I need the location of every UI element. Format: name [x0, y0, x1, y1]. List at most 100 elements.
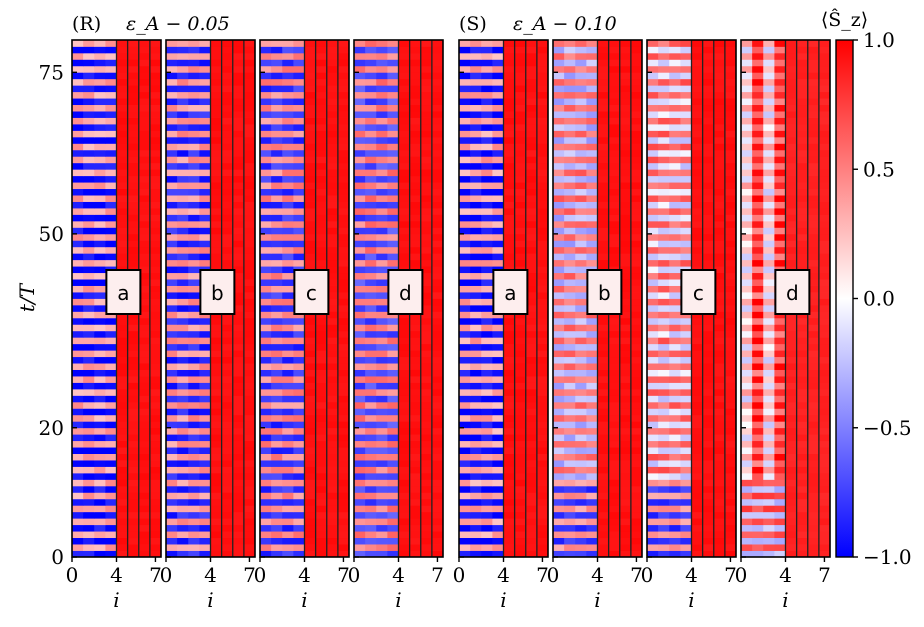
heatmap-cell [431, 214, 444, 222]
heatmap-cell [409, 511, 422, 519]
heatmap-cell [398, 246, 411, 254]
heatmap-cell [337, 253, 350, 261]
heatmap-cell [525, 169, 538, 177]
heatmap-cell [293, 117, 305, 125]
heatmap-cell [94, 472, 106, 480]
heatmap-cell [105, 498, 117, 506]
heatmap-cell [232, 175, 245, 183]
heatmap-cell [243, 240, 256, 248]
heatmap-cell [138, 317, 151, 325]
heatmap-cell [564, 505, 576, 513]
heatmap-cell [785, 395, 798, 403]
heatmap-cell [481, 453, 493, 461]
heatmap-cell [492, 324, 504, 332]
heatmap-cell [575, 492, 587, 500]
heatmap-cell [481, 408, 493, 416]
heatmap-cell [680, 421, 692, 429]
heatmap-cell [94, 98, 106, 106]
heatmap-cell [210, 498, 223, 506]
heatmap-cell [282, 65, 294, 73]
heatmap-cell [293, 537, 305, 545]
heatmap-cell [619, 414, 632, 422]
heatmap-cell [564, 98, 576, 106]
heatmap-cell [293, 466, 305, 474]
panel-letter-box [293, 269, 330, 315]
heatmap-cell [619, 317, 632, 325]
heatmap-cell [354, 169, 366, 177]
x-tick-label: 7 [724, 563, 737, 587]
heatmap-cell [713, 85, 726, 93]
heatmap-cell [536, 136, 549, 144]
heatmap-cell [293, 376, 305, 383]
heatmap-cell [525, 182, 538, 190]
heatmap-cell [326, 59, 339, 67]
heatmap-cell [243, 492, 256, 500]
heatmap-cell [271, 117, 283, 125]
heatmap-cell [72, 337, 84, 345]
heatmap-cell [387, 498, 399, 506]
heatmap-cell [116, 46, 129, 54]
heatmap-cell [177, 382, 189, 390]
heatmap-cell [409, 65, 422, 73]
heatmap-cell [326, 292, 339, 299]
heatmap-cell [210, 531, 223, 539]
heatmap-cell [326, 285, 339, 293]
heatmap-cell [470, 518, 482, 526]
heatmap-cell [514, 337, 527, 345]
heatmap-cell [713, 395, 726, 403]
heatmap-cell [83, 201, 95, 209]
heatmap-cell [199, 195, 211, 202]
heatmap-cell [282, 382, 294, 390]
heatmap-cell [647, 136, 659, 144]
heatmap-cell [564, 40, 576, 47]
heatmap-cell [807, 388, 820, 396]
heatmap-cell [774, 246, 786, 254]
heatmap-cell [420, 453, 433, 461]
panel-s-b: 0 4 7ib [547, 39, 643, 612]
heatmap-cell [365, 227, 377, 235]
heatmap-cell [387, 136, 399, 144]
heatmap-cell [116, 52, 129, 60]
heatmap-cell [149, 149, 162, 157]
heatmap-cell [492, 188, 504, 196]
heatmap-cell [166, 156, 178, 164]
heatmap-cell [713, 485, 726, 493]
heatmap-cell [536, 434, 549, 442]
heatmap-cell [630, 298, 643, 306]
heatmap-cell [83, 240, 95, 248]
heatmap-cell [763, 434, 775, 442]
heatmap-cell [105, 434, 117, 442]
heatmap-cell [669, 285, 681, 293]
heatmap-cell [619, 304, 632, 312]
heatmap-cell [376, 272, 388, 280]
heatmap-cell [243, 104, 256, 112]
heatmap-cell [83, 111, 95, 118]
heatmap-cell [354, 304, 366, 312]
heatmap-cell [105, 317, 117, 325]
heatmap-cell [713, 304, 726, 312]
heatmap-cell [166, 149, 178, 157]
heatmap-cell [774, 466, 786, 474]
heatmap-cell [304, 466, 317, 474]
heatmap-cell [282, 531, 294, 539]
heatmap-cell [83, 285, 95, 293]
heatmap-cell [536, 104, 549, 112]
heatmap-cell [177, 240, 189, 248]
heatmap-cell [597, 537, 610, 545]
heatmap-cell [409, 447, 422, 454]
heatmap-cell [354, 317, 366, 325]
heatmap-cell [177, 220, 189, 228]
heatmap-cell [763, 298, 775, 306]
heatmap-cell [177, 279, 189, 286]
heatmap-cell [72, 311, 84, 319]
heatmap-cell [83, 472, 95, 480]
heatmap-cell [83, 279, 95, 286]
heatmap-cell [315, 143, 328, 151]
heatmap-cell [210, 46, 223, 54]
heatmap-cell [763, 330, 775, 338]
heatmap-cell [138, 414, 151, 422]
heatmap-cell [431, 65, 444, 73]
heatmap-cell [365, 240, 377, 248]
heatmap-cell [365, 279, 377, 286]
heatmap-cell [365, 91, 377, 99]
